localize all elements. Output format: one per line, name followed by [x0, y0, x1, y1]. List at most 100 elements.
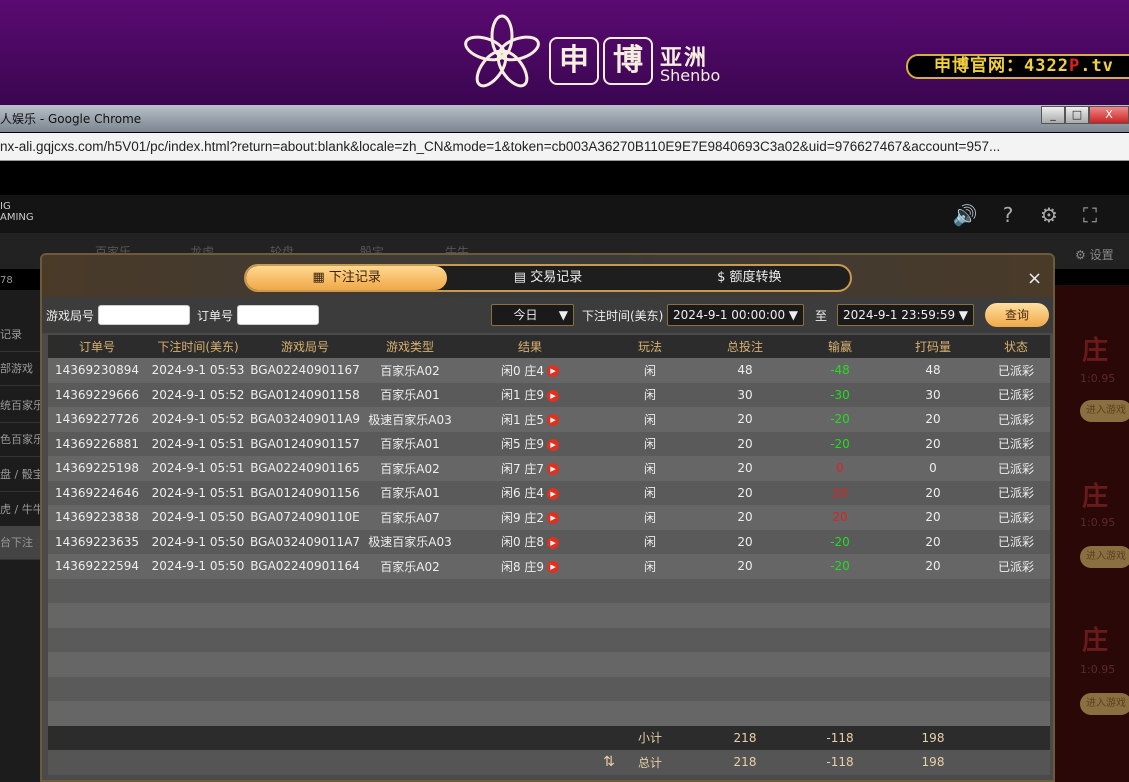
status: 已派彩 [998, 509, 1034, 526]
win-loss-text: -20 [830, 412, 850, 427]
site-url-p: P [1068, 56, 1081, 76]
minimize-button[interactable]: _ [1041, 106, 1065, 124]
play-replay-icon[interactable]: ▶ [547, 414, 560, 427]
close-window-button[interactable]: X [1089, 106, 1129, 124]
order-id: 14369224646 [55, 486, 139, 500]
enter-game-button[interactable]: 进入游戏 [1080, 693, 1129, 715]
play-replay-icon[interactable]: ▶ [547, 463, 560, 476]
empty-row [48, 652, 1050, 677]
result-text: 闲9 庄2 [500, 510, 545, 525]
maximize-button[interactable]: □ [1065, 106, 1089, 124]
game-type-text: 百家乐A07 [380, 510, 440, 525]
play-replay-icon[interactable]: ▶ [547, 438, 560, 451]
win-loss-text: 20 [832, 485, 848, 500]
total-row: ⇅ 总计 218 -118 198 [48, 750, 1050, 775]
period-value: 今日 [513, 308, 538, 322]
tab-credit-transfer[interactable]: $ 额度转换 [649, 266, 850, 290]
table-row: 14369229666 2024-9-1 05:52 BGA01240901158 百… [48, 382, 1050, 407]
sidebar-item[interactable]: 部游戏 [0, 352, 40, 386]
play-replay-icon[interactable]: ▶ [547, 389, 560, 402]
status: 已派彩 [998, 411, 1034, 428]
order-number-input[interactable] [237, 305, 319, 325]
result: 闲1 庄5 ▶ [501, 411, 560, 428]
tab-bet-records[interactable]: ▦ 下注记录 [246, 266, 448, 290]
query-button[interactable]: 查询 [985, 303, 1049, 327]
bet-type-text: 闲 [643, 363, 657, 378]
enter-game-button[interactable]: 进入游戏 [1080, 400, 1129, 422]
sidebar-item[interactable]: 虎 / 牛牛 [0, 493, 40, 527]
card-ratio: 1:0.95 [1080, 663, 1116, 676]
sidebar-item[interactable]: 统百家乐 [0, 389, 40, 423]
balance: 78 [0, 275, 13, 286]
sidebar-item[interactable]: 色百家乐 [0, 423, 40, 457]
game-type-text: 百家乐A02 [380, 461, 440, 476]
play-replay-icon[interactable]: ▶ [547, 536, 560, 549]
status: 已派彩 [998, 533, 1034, 550]
valid-bet-text: 20 [925, 534, 941, 549]
bet-type: 闲 [644, 435, 656, 452]
refresh-swap-icon[interactable]: ⇅ [603, 754, 615, 771]
dropdown-arrow-icon: ▼ [958, 308, 968, 322]
empty-row [48, 701, 1050, 726]
close-icon[interactable]: × [1027, 268, 1043, 289]
empty-row [48, 578, 1050, 603]
round-number-input[interactable] [98, 305, 190, 325]
round-label: 游戏局号 [46, 309, 95, 323]
status: 已派彩 [998, 362, 1034, 379]
logo-text-en: Shenbo [660, 66, 721, 85]
total-valid-bet: 198 [921, 755, 945, 770]
top-banner [0, 0, 1129, 105]
total-label: 总计 [637, 755, 663, 770]
column-header-order-id: 订单号 [78, 340, 116, 354]
period-select[interactable]: 今日 ▼ [491, 304, 574, 326]
flower-logo-icon [464, 14, 540, 88]
order-id: 14369229666 [55, 388, 139, 402]
tab-transactions[interactable]: ▤ 交易记录 [447, 266, 648, 290]
play-replay-icon[interactable]: ▶ [547, 561, 560, 574]
status: 已派彩 [998, 484, 1034, 501]
gear-icon[interactable]: ⚙ [1040, 203, 1058, 227]
round-id: BGA0724090110E [250, 510, 359, 524]
sidebar-item[interactable]: 盘 / 骰宝 [0, 458, 40, 492]
settings-label: 设置 [1089, 248, 1114, 262]
play-replay-icon[interactable]: ▶ [547, 487, 560, 500]
order-label: 订单号 [197, 309, 234, 323]
help-icon[interactable]: ? [1002, 203, 1014, 227]
enter-game-button[interactable]: 进入游戏 [1080, 546, 1129, 568]
sidebar-item[interactable]: 台下注 [0, 526, 40, 560]
valid-bet: 20 [925, 559, 940, 573]
tab-label: 交易记录 [530, 270, 583, 285]
valid-bet: 20 [925, 412, 940, 426]
game-type: 百家乐A01 [380, 484, 439, 501]
win-loss-text: 0 [836, 461, 844, 476]
game-type: 极速百家乐A03 [368, 533, 451, 550]
site-url-badge[interactable]: 申博官网：4322P.tv [906, 54, 1129, 79]
volume-icon[interactable]: 🔊 [952, 203, 978, 227]
end-time-select[interactable]: 2024-9-1 23:59:59 ▼ [837, 304, 974, 326]
dropdown-arrow-icon: ▼ [788, 308, 798, 322]
game-type-text: 百家乐A01 [380, 437, 440, 452]
table-row: 14369223635 2024-9-1 05:50 BGA032409011A7 极… [48, 529, 1050, 554]
total-win-loss: -118 [826, 755, 854, 770]
sidebar-item[interactable]: 记录 [0, 318, 40, 352]
bet-time: 2024-9-1 05:51 [152, 486, 245, 500]
start-time-select[interactable]: 2024-9-1 00:00:00 ▼ [667, 304, 804, 326]
win-loss: -48 [830, 363, 850, 377]
play-replay-icon[interactable]: ▶ [547, 365, 560, 378]
result: 闲9 庄2 ▶ [500, 509, 560, 526]
round-id-text: BGA032409011A7 [249, 534, 361, 549]
address-bar[interactable]: nx-ali.gqjcxs.com/h5V01/pc/index.html?re… [0, 133, 1129, 161]
settings-link[interactable]: ⚙ 设置 [1075, 246, 1114, 263]
total-bet: 20 [737, 412, 752, 426]
status-text: 已派彩 [997, 510, 1035, 525]
bet-time-text: 2024-9-1 05:51 [151, 461, 245, 476]
bet-time: 2024-9-1 05:50 [152, 559, 245, 573]
bet-type-text: 闲 [643, 486, 657, 501]
total-bet-text: 30 [737, 387, 753, 402]
bet-type-text: 闲 [643, 412, 657, 427]
bet-type: 闲 [644, 533, 656, 550]
game-type-text: 百家乐A01 [380, 388, 440, 403]
play-replay-icon[interactable]: ▶ [547, 512, 560, 525]
total-total-bet: 218 [733, 755, 757, 770]
fullscreen-icon[interactable]: ⛶ [1083, 203, 1097, 227]
